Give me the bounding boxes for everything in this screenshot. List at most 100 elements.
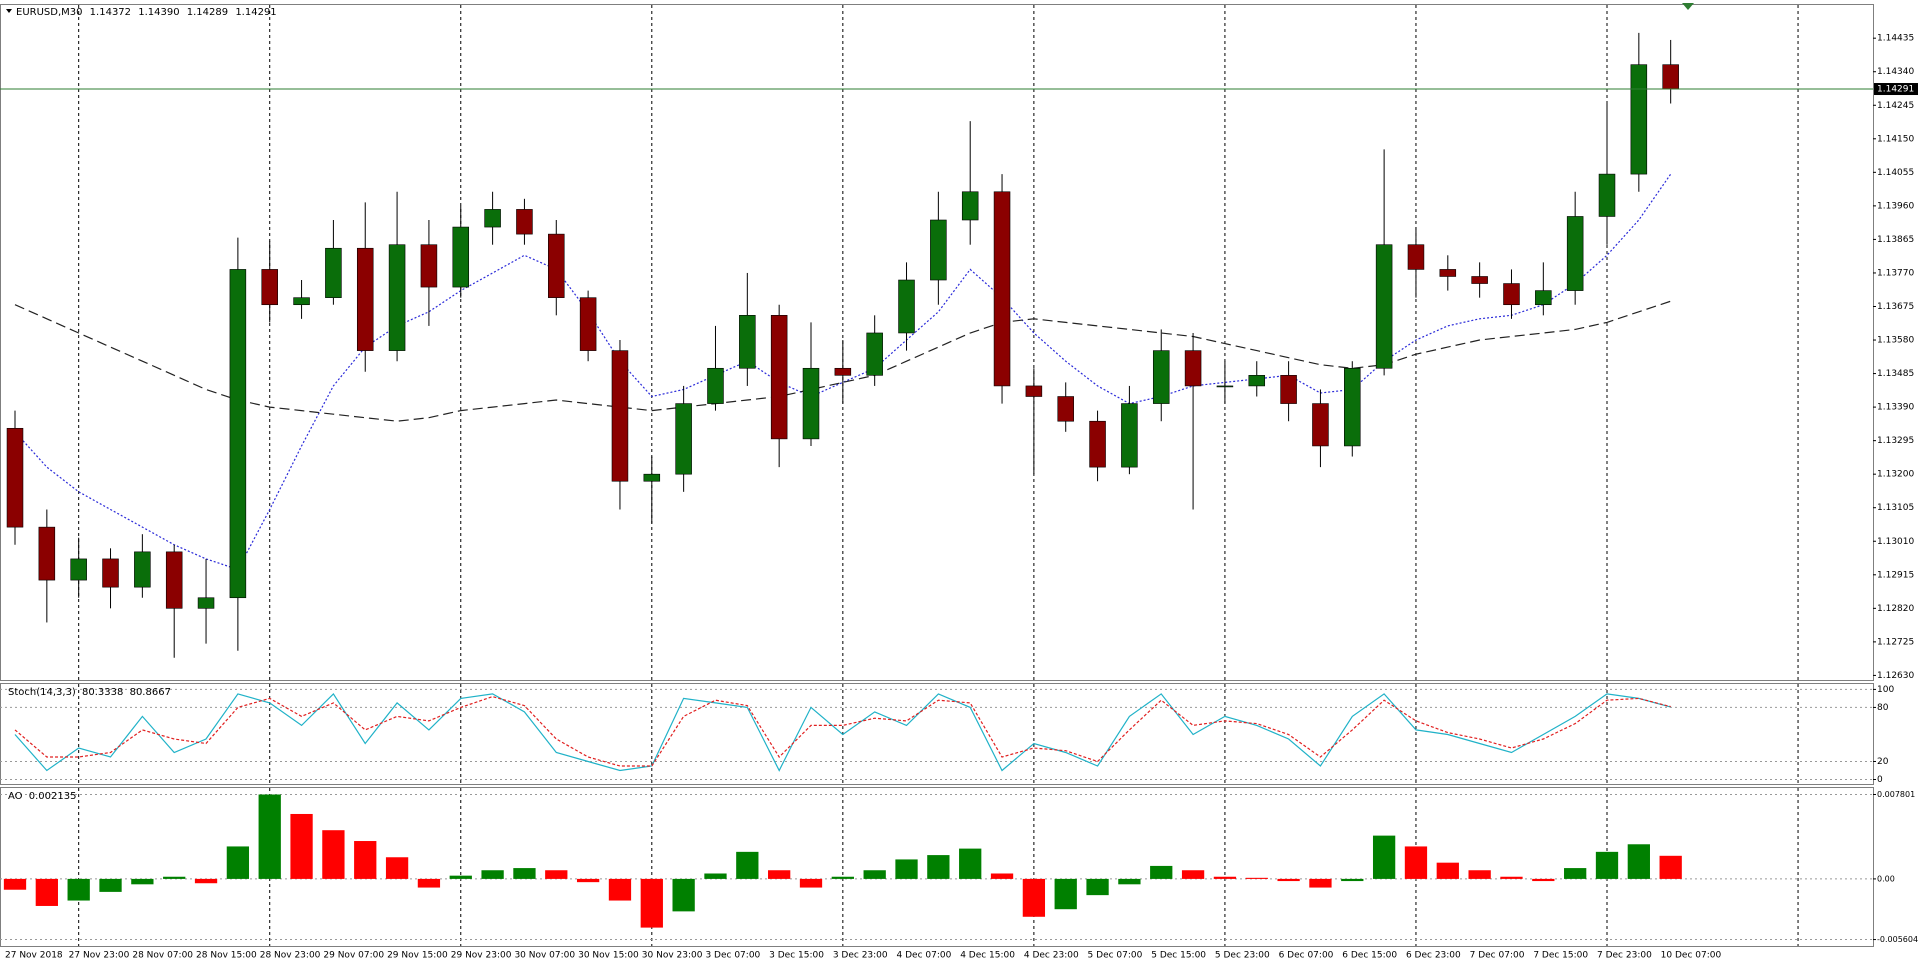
y-tick-label: 1.12630 bbox=[1877, 671, 1914, 681]
x-tick-label: 4 Dec 23:00 bbox=[1024, 951, 1079, 961]
candle-body bbox=[420, 244, 438, 288]
ao-bar bbox=[672, 878, 695, 912]
x-tick-label: 27 Nov 2018 bbox=[5, 951, 63, 961]
candle-body bbox=[229, 269, 247, 599]
candle-body bbox=[1152, 350, 1170, 404]
ao-bar bbox=[1659, 855, 1682, 879]
y-tick-label: 1.13960 bbox=[1877, 201, 1914, 211]
ao-bar bbox=[1372, 835, 1396, 879]
candle-body bbox=[961, 191, 979, 221]
candle-body bbox=[707, 367, 724, 404]
candle-body bbox=[1344, 367, 1361, 447]
main-value: 80.3338 bbox=[82, 687, 123, 698]
ao-bar bbox=[194, 878, 218, 884]
candle-body bbox=[1375, 244, 1393, 369]
ao-bar bbox=[290, 813, 313, 879]
candle-body bbox=[611, 350, 629, 482]
candle-body bbox=[452, 226, 470, 288]
ao-bar bbox=[513, 868, 536, 879]
ao-bar bbox=[1309, 878, 1332, 888]
y-tick-label: 100 bbox=[1877, 685, 1894, 695]
y-tick-label: 1.13010 bbox=[1877, 537, 1914, 547]
y-tick-label: 1.14055 bbox=[1877, 168, 1914, 178]
x-tick-label: 3 Dec 15:00 bbox=[769, 951, 824, 961]
ao-bar bbox=[1532, 878, 1555, 882]
open: 1.14372 bbox=[90, 7, 131, 18]
y-tick-label: 1.13675 bbox=[1877, 302, 1914, 312]
candle-body bbox=[6, 427, 24, 528]
y-tick-label: 0.007801 bbox=[1877, 790, 1915, 799]
ao-panel bbox=[0, 787, 1874, 947]
ao-bar bbox=[67, 878, 90, 901]
y-tick-label: 0.00 bbox=[1877, 874, 1895, 883]
candle-body bbox=[1439, 269, 1457, 277]
price-label: 1.14291 bbox=[1877, 85, 1914, 95]
x-tick-label: 28 Nov 15:00 bbox=[196, 951, 257, 961]
x-tick-label: 28 Nov 07:00 bbox=[132, 951, 193, 961]
candle-body bbox=[1471, 276, 1488, 284]
ao-bar bbox=[736, 851, 759, 879]
high: 1.14390 bbox=[138, 7, 179, 18]
ao-header: AO 0.002135 bbox=[8, 791, 76, 802]
candle-body bbox=[1025, 385, 1043, 397]
menu-arrow[interactable] bbox=[6, 9, 12, 13]
x-tick-label: 30 Nov 23:00 bbox=[642, 951, 703, 961]
ao-bar bbox=[927, 855, 950, 879]
ao-bar bbox=[1245, 877, 1268, 879]
ao-bar bbox=[704, 873, 727, 879]
price-label-box bbox=[1874, 83, 1918, 96]
x-tick-label: 27 Nov 23:00 bbox=[69, 951, 130, 961]
candle-body bbox=[1057, 396, 1074, 422]
ao-bar bbox=[545, 870, 568, 879]
ao-bar bbox=[990, 873, 1014, 879]
ao-bar bbox=[1627, 844, 1650, 879]
candle-body bbox=[325, 247, 342, 298]
y-tick-label: 1.13770 bbox=[1877, 268, 1914, 278]
x-tick-label: 10 Dec 07:00 bbox=[1661, 951, 1722, 961]
x-tick-label: 29 Nov 23:00 bbox=[451, 951, 512, 961]
ao-bar bbox=[1404, 846, 1428, 879]
candle-body bbox=[770, 315, 788, 440]
x-tick-label: 6 Dec 15:00 bbox=[1342, 951, 1397, 961]
candle-body bbox=[1089, 420, 1106, 468]
ao-bar bbox=[1181, 870, 1205, 879]
x-tick-label: 7 Dec 23:00 bbox=[1597, 951, 1652, 961]
ao-bar bbox=[1341, 878, 1364, 882]
x-tick-label: 4 Dec 15:00 bbox=[960, 951, 1015, 961]
candle-body bbox=[356, 247, 374, 351]
candle-body bbox=[38, 526, 56, 581]
x-tick-label: 4 Dec 07:00 bbox=[897, 951, 952, 961]
ao-bar bbox=[258, 794, 281, 879]
x-tick-label: 28 Nov 23:00 bbox=[260, 951, 321, 961]
x-tick-label: 30 Nov 07:00 bbox=[514, 951, 575, 961]
candle-body bbox=[293, 297, 310, 306]
shift-marker bbox=[1682, 3, 1694, 10]
x-tick-label: 29 Nov 15:00 bbox=[387, 951, 448, 961]
x-tick-label: 3 Dec 07:00 bbox=[705, 951, 760, 961]
candle-body bbox=[484, 209, 501, 228]
ao-bar bbox=[1500, 876, 1523, 879]
stoch-header: Stoch(14,3,3) 80.3338 80.8667 bbox=[8, 687, 171, 698]
candle-body bbox=[1280, 375, 1297, 404]
candle-body bbox=[1662, 64, 1679, 90]
ao-bar bbox=[385, 857, 409, 879]
signal-value: 80.8667 bbox=[130, 687, 171, 698]
x-tick-label: 29 Nov 07:00 bbox=[323, 951, 384, 961]
x-tick-label: 6 Dec 23:00 bbox=[1406, 951, 1461, 961]
ao-bar bbox=[959, 848, 982, 879]
stoch-panel bbox=[0, 683, 1874, 785]
y-tick-label: -0.005604 bbox=[1877, 935, 1918, 944]
candle-body bbox=[1535, 290, 1552, 306]
panel-frames bbox=[0, 4, 1874, 947]
ao-bar bbox=[1118, 878, 1141, 885]
candle-body bbox=[834, 367, 852, 376]
ao-bar bbox=[1213, 876, 1237, 879]
candle-body bbox=[579, 297, 597, 351]
y-tick-label: 1.12820 bbox=[1877, 604, 1914, 614]
ao-bar bbox=[640, 878, 663, 928]
candle-body bbox=[388, 244, 406, 351]
ao-bar bbox=[1436, 862, 1459, 879]
candle-body bbox=[197, 597, 215, 609]
